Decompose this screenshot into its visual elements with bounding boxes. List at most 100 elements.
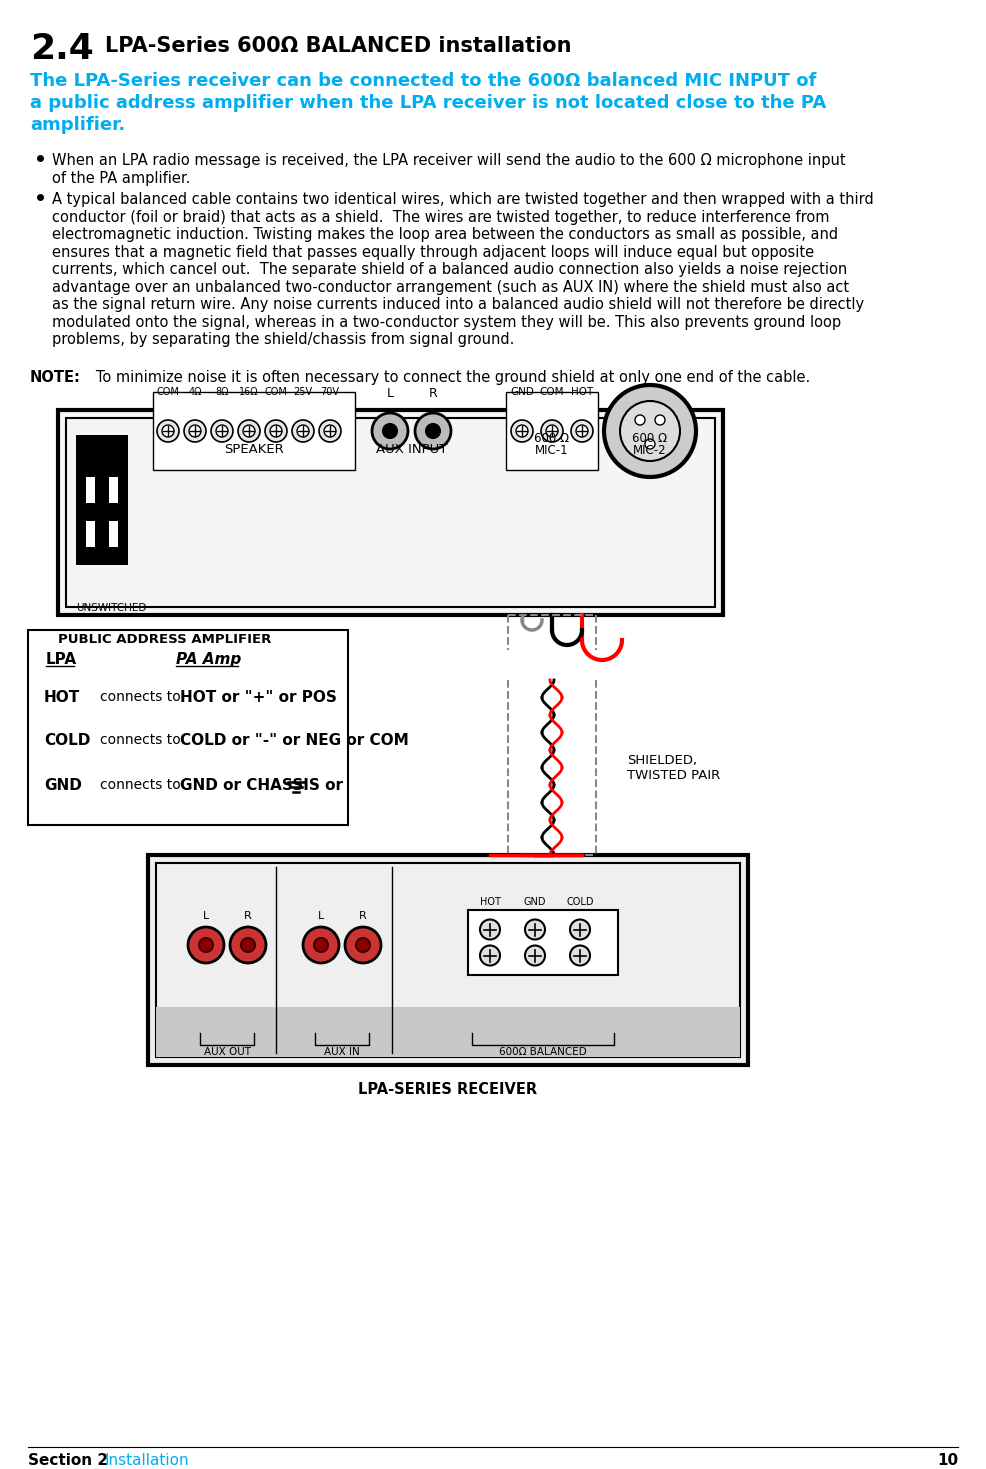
Circle shape [292, 420, 314, 442]
Bar [156, 862, 740, 1058]
Circle shape [270, 425, 282, 436]
Text: R: R [429, 386, 438, 400]
Circle shape [211, 420, 233, 442]
Text: PA Amp: PA Amp [176, 652, 242, 667]
Circle shape [604, 385, 696, 477]
Text: COLD or "-" or NEG or COM: COLD or "-" or NEG or COM [180, 733, 409, 748]
Text: AUX INPUT: AUX INPUT [377, 444, 448, 455]
Text: connects to: connects to [100, 690, 180, 704]
Text: conductor (foil or braid) that acts as a shield.  The wires are twisted together: conductor (foil or braid) that acts as a… [52, 210, 829, 225]
Text: problems, by separating the shield/chassis from signal ground.: problems, by separating the shield/chass… [52, 332, 515, 347]
Text: HOT: HOT [479, 898, 501, 906]
Circle shape [480, 946, 500, 965]
Text: To minimize noise it is often necessary to connect the ground shield at only one: To minimize noise it is often necessary … [82, 370, 810, 385]
Text: R: R [245, 911, 251, 921]
Bar [86, 477, 95, 502]
Text: The LPA-Series receiver can be connected to the 600Ω balanced MIC INPUT of: The LPA-Series receiver can be connected… [30, 72, 816, 90]
Text: AUX IN: AUX IN [324, 1047, 360, 1058]
Circle shape [184, 420, 206, 442]
Bar [506, 392, 598, 470]
Text: COLD: COLD [44, 733, 91, 748]
Text: NOTE:: NOTE: [30, 370, 81, 385]
Circle shape [303, 927, 339, 964]
Text: modulated onto the signal, whereas in a two-conductor system they will be. This : modulated onto the signal, whereas in a … [52, 314, 841, 329]
Text: MIC-2: MIC-2 [633, 444, 667, 457]
Text: AUX OUT: AUX OUT [203, 1047, 250, 1058]
Bar [109, 521, 118, 546]
Bar [109, 477, 118, 502]
Text: R: R [359, 911, 367, 921]
Circle shape [189, 425, 201, 436]
Circle shape [516, 425, 528, 436]
Circle shape [480, 920, 500, 940]
Circle shape [356, 939, 370, 952]
Text: Section 2: Section 2 [28, 1453, 108, 1468]
Text: SHIELDED,
TWISTED PAIR: SHIELDED, TWISTED PAIR [627, 754, 720, 782]
Circle shape [571, 420, 593, 442]
Text: 600 Ω: 600 Ω [534, 432, 570, 445]
Text: advantage over an unbalanced two-conductor arrangement (such as AUX IN) where th: advantage over an unbalanced two-conduct… [52, 279, 849, 294]
Text: SPEAKER: SPEAKER [224, 444, 284, 455]
Bar [156, 1008, 740, 1058]
Circle shape [162, 425, 174, 436]
Bar [153, 392, 355, 470]
Circle shape [157, 420, 179, 442]
Text: COLD: COLD [566, 898, 594, 906]
Text: 16Ω: 16Ω [240, 386, 258, 397]
Text: ensures that a magnetic field that passes equally through adjacent loops will in: ensures that a magnetic field that passe… [52, 244, 814, 260]
Text: A typical balanced cable contains two identical wires, which are twisted togethe: A typical balanced cable contains two id… [52, 192, 874, 207]
Text: UNSWITCHED: UNSWITCHED [76, 602, 146, 613]
Circle shape [265, 420, 287, 442]
Text: of the PA amplifier.: of the PA amplifier. [52, 170, 190, 187]
Text: LPA: LPA [46, 652, 77, 667]
Text: GND: GND [524, 898, 546, 906]
Circle shape [345, 927, 381, 964]
Circle shape [319, 420, 341, 442]
Text: electromagnetic induction. Twisting makes the loop area between the conductors a: electromagnetic induction. Twisting make… [52, 228, 838, 242]
Text: GND or CHASSIS or: GND or CHASSIS or [180, 779, 343, 793]
Text: LPA-Series 600Ω BALANCED installation: LPA-Series 600Ω BALANCED installation [105, 37, 572, 56]
Circle shape [297, 425, 309, 436]
Circle shape [570, 920, 590, 940]
Circle shape [426, 425, 440, 438]
Bar [28, 630, 348, 826]
Text: GND: GND [44, 779, 82, 793]
Text: COM: COM [157, 386, 179, 397]
Text: 8Ω: 8Ω [215, 386, 229, 397]
Text: When an LPA radio message is received, the LPA receiver will send the audio to t: When an LPA radio message is received, t… [52, 153, 846, 167]
Text: connects to: connects to [100, 779, 180, 792]
Circle shape [372, 413, 408, 450]
Circle shape [243, 425, 255, 436]
Text: COM: COM [264, 386, 288, 397]
Circle shape [620, 401, 680, 461]
Text: Installation: Installation [105, 1453, 189, 1468]
Circle shape [238, 420, 260, 442]
Text: as the signal return wire. Any noise currents induced into a balanced audio shie: as the signal return wire. Any noise cur… [52, 297, 864, 311]
Text: L: L [317, 911, 324, 921]
Bar [76, 435, 128, 566]
Circle shape [645, 439, 655, 450]
Circle shape [324, 425, 336, 436]
Circle shape [383, 425, 397, 438]
Circle shape [525, 946, 545, 965]
Circle shape [546, 425, 558, 436]
Text: a public address amplifier when the LPA receiver is not located close to the PA: a public address amplifier when the LPA … [30, 94, 826, 112]
Circle shape [541, 420, 563, 442]
Bar [86, 521, 95, 546]
Text: HOT or "+" or POS: HOT or "+" or POS [180, 690, 337, 705]
Text: 600Ω BALANCED: 600Ω BALANCED [499, 1047, 587, 1058]
Text: amplifier.: amplifier. [30, 116, 125, 134]
Circle shape [576, 425, 588, 436]
Circle shape [216, 425, 228, 436]
Circle shape [230, 927, 266, 964]
Text: L: L [387, 386, 393, 400]
Text: connects to: connects to [100, 733, 180, 748]
Bar [58, 410, 723, 616]
Text: 70V: 70V [320, 386, 339, 397]
Circle shape [511, 420, 533, 442]
Circle shape [241, 939, 255, 952]
Text: 10: 10 [937, 1453, 958, 1468]
Circle shape [525, 920, 545, 940]
Text: PUBLIC ADDRESS AMPLIFIER: PUBLIC ADDRESS AMPLIFIER [58, 633, 271, 646]
Text: L: L [203, 911, 209, 921]
